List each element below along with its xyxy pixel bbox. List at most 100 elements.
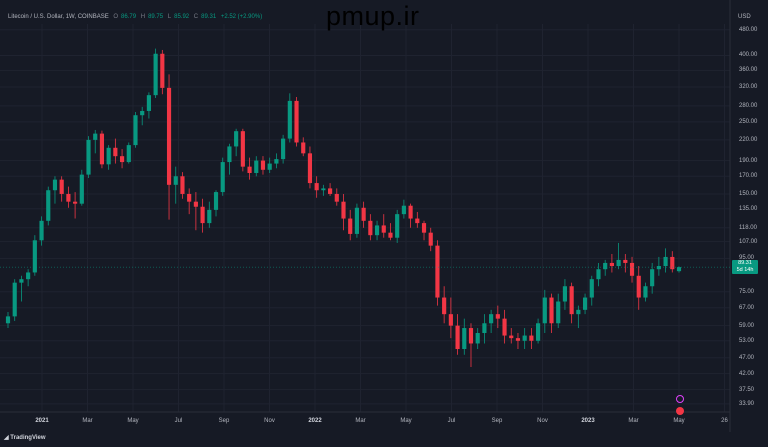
candle-body bbox=[247, 166, 252, 173]
candle-body bbox=[374, 225, 380, 236]
candle-body bbox=[193, 201, 198, 207]
bar-countdown: 5d 14h bbox=[736, 267, 754, 274]
symbol-title[interactable]: Litecoin / U.S. Dollar, 1W, COINBASE bbox=[8, 14, 109, 20]
time-tick-label: Sep bbox=[491, 418, 503, 424]
brand-name: TradingView bbox=[10, 435, 46, 441]
candle-body bbox=[126, 145, 131, 163]
time-tick-label: Nov bbox=[264, 418, 275, 424]
candle-body bbox=[623, 259, 628, 263]
candle-body bbox=[260, 160, 266, 170]
time-axis[interactable]: 2021 Mar May Jul Sep Nov 2022 Mar May Jul Sep Nov 20… bbox=[0, 412, 730, 432]
tradingview-logo[interactable]: ◢ TradingView bbox=[4, 434, 46, 441]
candle-body bbox=[153, 53, 158, 96]
candle-body bbox=[79, 174, 84, 204]
candle-body bbox=[616, 259, 621, 267]
event-marker-icon[interactable] bbox=[676, 395, 684, 403]
price-tick-label: 360.00 bbox=[739, 67, 758, 74]
candle-body bbox=[59, 179, 64, 194]
candle-body bbox=[220, 162, 225, 193]
candle-body bbox=[301, 142, 306, 154]
candle-body bbox=[5, 316, 11, 324]
candle-body bbox=[395, 214, 400, 238]
candle-body bbox=[415, 218, 420, 224]
price-tick-label: 47.00 bbox=[739, 354, 755, 361]
candle-body bbox=[489, 314, 494, 324]
price-tick-label: 220.00 bbox=[739, 136, 758, 143]
candle-body bbox=[462, 328, 467, 350]
open-label: O bbox=[113, 14, 119, 20]
candle-body bbox=[46, 190, 51, 221]
candle-body bbox=[421, 223, 427, 233]
currency-label[interactable]: USD bbox=[738, 14, 751, 20]
time-tick-label: Mar bbox=[82, 418, 93, 424]
price-axis[interactable]: 480.00 400.00 360.00 320.00 280.00 250.00 220.… bbox=[730, 0, 768, 430]
time-tick-label: 26 bbox=[721, 418, 728, 424]
price-tick-label: 95.00 bbox=[739, 255, 755, 262]
candle-body bbox=[348, 218, 353, 234]
candle-body bbox=[495, 314, 500, 319]
price-tick-label: 118.00 bbox=[739, 224, 757, 231]
candle-body bbox=[562, 286, 568, 302]
candle-body bbox=[354, 207, 360, 234]
candle-body bbox=[442, 297, 447, 315]
candle-body bbox=[435, 245, 440, 298]
price-tick-label: 320.00 bbox=[739, 83, 758, 90]
price-tick-label: 135.00 bbox=[739, 205, 758, 212]
candle-body bbox=[556, 301, 561, 324]
candle-body bbox=[482, 323, 487, 334]
candle-body bbox=[522, 335, 527, 341]
time-tick-label: Sep bbox=[218, 418, 230, 424]
candle-body bbox=[73, 201, 78, 204]
candle-body bbox=[361, 207, 366, 221]
candle-body bbox=[267, 163, 272, 170]
time-tick-label: Jul bbox=[447, 418, 456, 424]
candle-body bbox=[368, 220, 373, 236]
candle-body bbox=[475, 333, 480, 344]
price-tick-label: 67.00 bbox=[739, 304, 755, 311]
high-value: 89.75 bbox=[148, 14, 164, 20]
candle-body bbox=[146, 95, 151, 111]
candle-body bbox=[509, 335, 514, 339]
candle-body bbox=[576, 309, 581, 315]
candle-body bbox=[569, 286, 574, 315]
candle-body bbox=[582, 297, 588, 310]
candle-body bbox=[334, 193, 339, 202]
candle-body bbox=[26, 272, 31, 280]
time-tick-label: 2023 bbox=[581, 418, 595, 424]
candle-body bbox=[160, 53, 165, 88]
time-tick-label: May bbox=[400, 418, 412, 424]
candle-body bbox=[650, 269, 655, 287]
candle-body bbox=[549, 297, 554, 324]
price-tick-label: 190.00 bbox=[739, 157, 758, 164]
candle-body bbox=[52, 179, 58, 191]
candle-body bbox=[314, 183, 319, 191]
candle-body bbox=[213, 192, 219, 210]
news-marker-icon[interactable] bbox=[676, 407, 684, 415]
candle-body bbox=[529, 335, 534, 341]
time-tick-label: May bbox=[127, 418, 139, 424]
last-price-label: 89.31 5d 14h bbox=[732, 260, 758, 275]
candle-body bbox=[381, 225, 386, 233]
candle-body bbox=[636, 275, 641, 298]
candle-body bbox=[321, 188, 326, 191]
price-tick-label: 280.00 bbox=[739, 102, 758, 109]
candle-body bbox=[388, 232, 393, 238]
low-label: L bbox=[167, 14, 172, 20]
time-tick-label: 2022 bbox=[308, 418, 322, 424]
candle-body bbox=[66, 193, 71, 202]
candle-body bbox=[274, 159, 279, 164]
candle-body bbox=[254, 160, 259, 173]
time-tick-label: 2021 bbox=[35, 418, 49, 424]
candle-body bbox=[106, 147, 111, 165]
candle-body bbox=[629, 262, 635, 276]
candle-body bbox=[448, 314, 453, 326]
candle-body bbox=[19, 279, 24, 283]
candle-body bbox=[663, 256, 668, 267]
close-value: 89.31 bbox=[201, 14, 217, 20]
price-tick-label: 75.00 bbox=[739, 288, 755, 295]
candle-body bbox=[207, 209, 212, 224]
candle-body bbox=[180, 176, 185, 194]
price-tick-label: 107.00 bbox=[739, 238, 758, 245]
candle-body bbox=[408, 205, 413, 219]
